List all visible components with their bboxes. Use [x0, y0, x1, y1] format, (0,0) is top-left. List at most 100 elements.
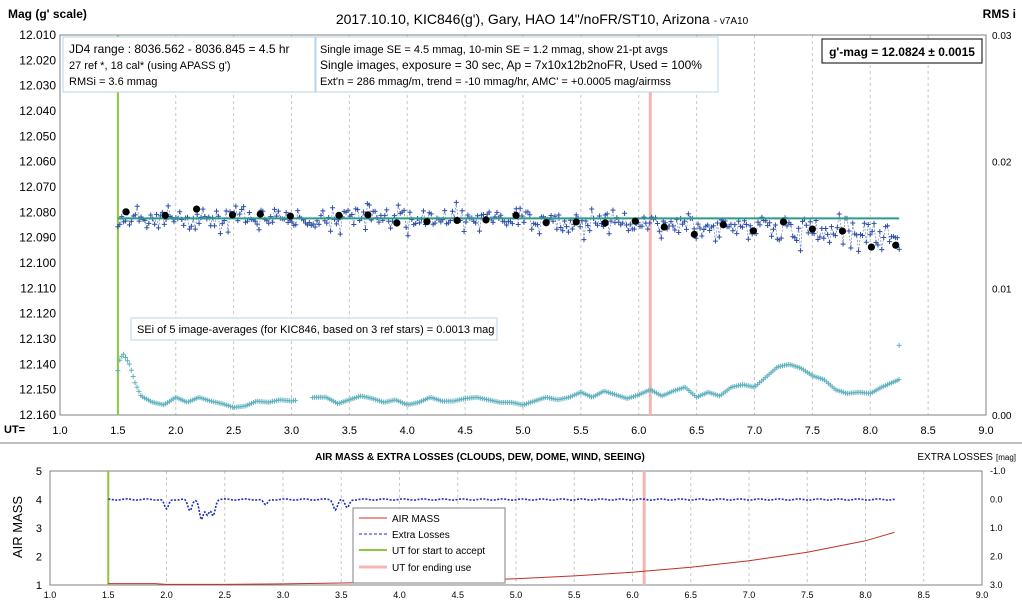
mag-point — [647, 220, 653, 226]
rms-point — [124, 358, 130, 364]
mag-point — [525, 209, 531, 215]
mag-point — [556, 212, 562, 218]
top-x-axis-label: UT= — [4, 424, 25, 436]
mag-point — [558, 225, 564, 231]
mag-point — [894, 235, 900, 241]
bottom-x-ticks: 1.0 1.5 2.0 2.5 3.0 3.5 4.0 4.5 5.0 5.5 6.0 6.5 7.0 7… — [44, 590, 989, 600]
mag-point — [270, 219, 276, 225]
mag-point — [463, 219, 469, 225]
mag-point — [863, 239, 869, 245]
mag-point — [217, 231, 223, 237]
mag-point — [186, 226, 192, 232]
mag-point — [509, 221, 515, 227]
top-left-tick-label: 12.040 — [19, 104, 56, 118]
extra-losses-line — [108, 498, 895, 522]
top-right-tick-label: 0.00 — [992, 411, 1012, 422]
bottom-x-tick-label: 6.5 — [684, 590, 697, 600]
mag-point — [573, 212, 579, 218]
top-x-tick-label: 3.5 — [342, 425, 357, 437]
bottom-chart: AIR MASS & EXTRA LOSSES (CLOUDS, DEW, DO… — [0, 442, 1022, 600]
top-left-tick-label: 12.100 — [19, 256, 56, 270]
mag-point — [697, 225, 703, 231]
mag-point — [683, 226, 689, 232]
mag-point — [126, 222, 132, 228]
mag-point — [736, 218, 742, 224]
mag-point — [324, 220, 330, 226]
mag-point — [283, 210, 289, 216]
top-left-tick-label: 12.050 — [19, 129, 56, 143]
mag-point — [732, 222, 738, 228]
mag-point — [132, 212, 138, 218]
mag-point — [486, 209, 492, 215]
mag-point — [682, 218, 688, 224]
mag-point — [239, 206, 245, 212]
info-box-1-frame — [62, 36, 316, 93]
top-chart-title-main: 2017.10.10, KIC846(g'), Gary, HAO 14"/no… — [336, 11, 710, 27]
mag-point — [887, 239, 893, 245]
mag-point — [569, 226, 575, 232]
bottom-right-tick-label: 1.0 — [990, 523, 1003, 533]
bottom-x-tick-label: 9.0 — [976, 590, 989, 600]
top-x-tick-label: 8.5 — [920, 425, 935, 437]
mag-point — [620, 220, 626, 226]
top-left-tick-label: 12.030 — [19, 79, 56, 93]
mag-point — [856, 248, 862, 254]
bottom-x-tick-label: 2.5 — [218, 590, 231, 600]
mag-point — [144, 225, 150, 231]
mag-point — [867, 232, 873, 238]
mag-point — [233, 203, 239, 209]
mag-point — [237, 211, 243, 217]
avg-point — [122, 208, 130, 216]
mag-point — [767, 220, 773, 226]
mag-point — [536, 231, 542, 237]
mag-point — [712, 238, 718, 244]
mag-point — [535, 222, 541, 228]
mag-point — [550, 218, 556, 224]
avg-point — [892, 241, 900, 249]
mag-point — [691, 226, 697, 232]
mag-point — [293, 222, 299, 228]
mag-point — [453, 199, 459, 205]
sei-note-text: SEi of 5 image-averages (for KIC846, bas… — [137, 324, 494, 336]
rms-point — [130, 373, 136, 379]
mag-point — [740, 224, 746, 230]
mag-point — [161, 221, 167, 227]
mag-point — [829, 224, 834, 230]
mag-point — [877, 229, 883, 235]
mag-point — [861, 220, 867, 226]
mag-point — [726, 224, 732, 230]
mag-point — [796, 225, 802, 231]
mag-point — [885, 223, 891, 229]
top-left-tick-label: 12.080 — [19, 205, 56, 219]
top-right-tick-label: 0.01 — [992, 284, 1012, 295]
mag-point — [152, 221, 158, 227]
sei-note-frame — [130, 317, 498, 341]
bottom-right-tick-label: -1.0 — [990, 466, 1006, 476]
avg-point — [719, 221, 727, 229]
avg-point — [335, 211, 343, 219]
mag-point — [685, 211, 691, 217]
mag-point — [459, 208, 465, 214]
mag-point — [196, 220, 202, 226]
mag-point — [836, 211, 842, 217]
rms-point — [121, 351, 127, 357]
mag-point — [564, 224, 570, 230]
mag-point — [627, 221, 633, 227]
bottom-x-tick-label: 8.0 — [859, 590, 872, 600]
mag-point — [312, 224, 318, 230]
mag-point — [475, 213, 481, 219]
legend-frame — [352, 507, 506, 584]
bottom-right-tick-label: 3.0 — [990, 580, 1003, 590]
mag-point — [382, 213, 388, 219]
mag-point — [266, 220, 272, 226]
top-left-tick-label: 12.120 — [19, 307, 56, 321]
mag-point — [318, 213, 324, 219]
mag-point — [289, 219, 295, 225]
mag-point — [848, 245, 854, 251]
result-box-text: g'-mag = 12.0824 ± 0.0015 — [829, 45, 975, 59]
avg-point — [161, 211, 169, 219]
bottom-left-tick-label: 5 — [36, 466, 42, 478]
mag-point — [192, 226, 198, 232]
mag-point — [254, 221, 260, 227]
top-x-tick-label: 5.5 — [573, 425, 588, 437]
